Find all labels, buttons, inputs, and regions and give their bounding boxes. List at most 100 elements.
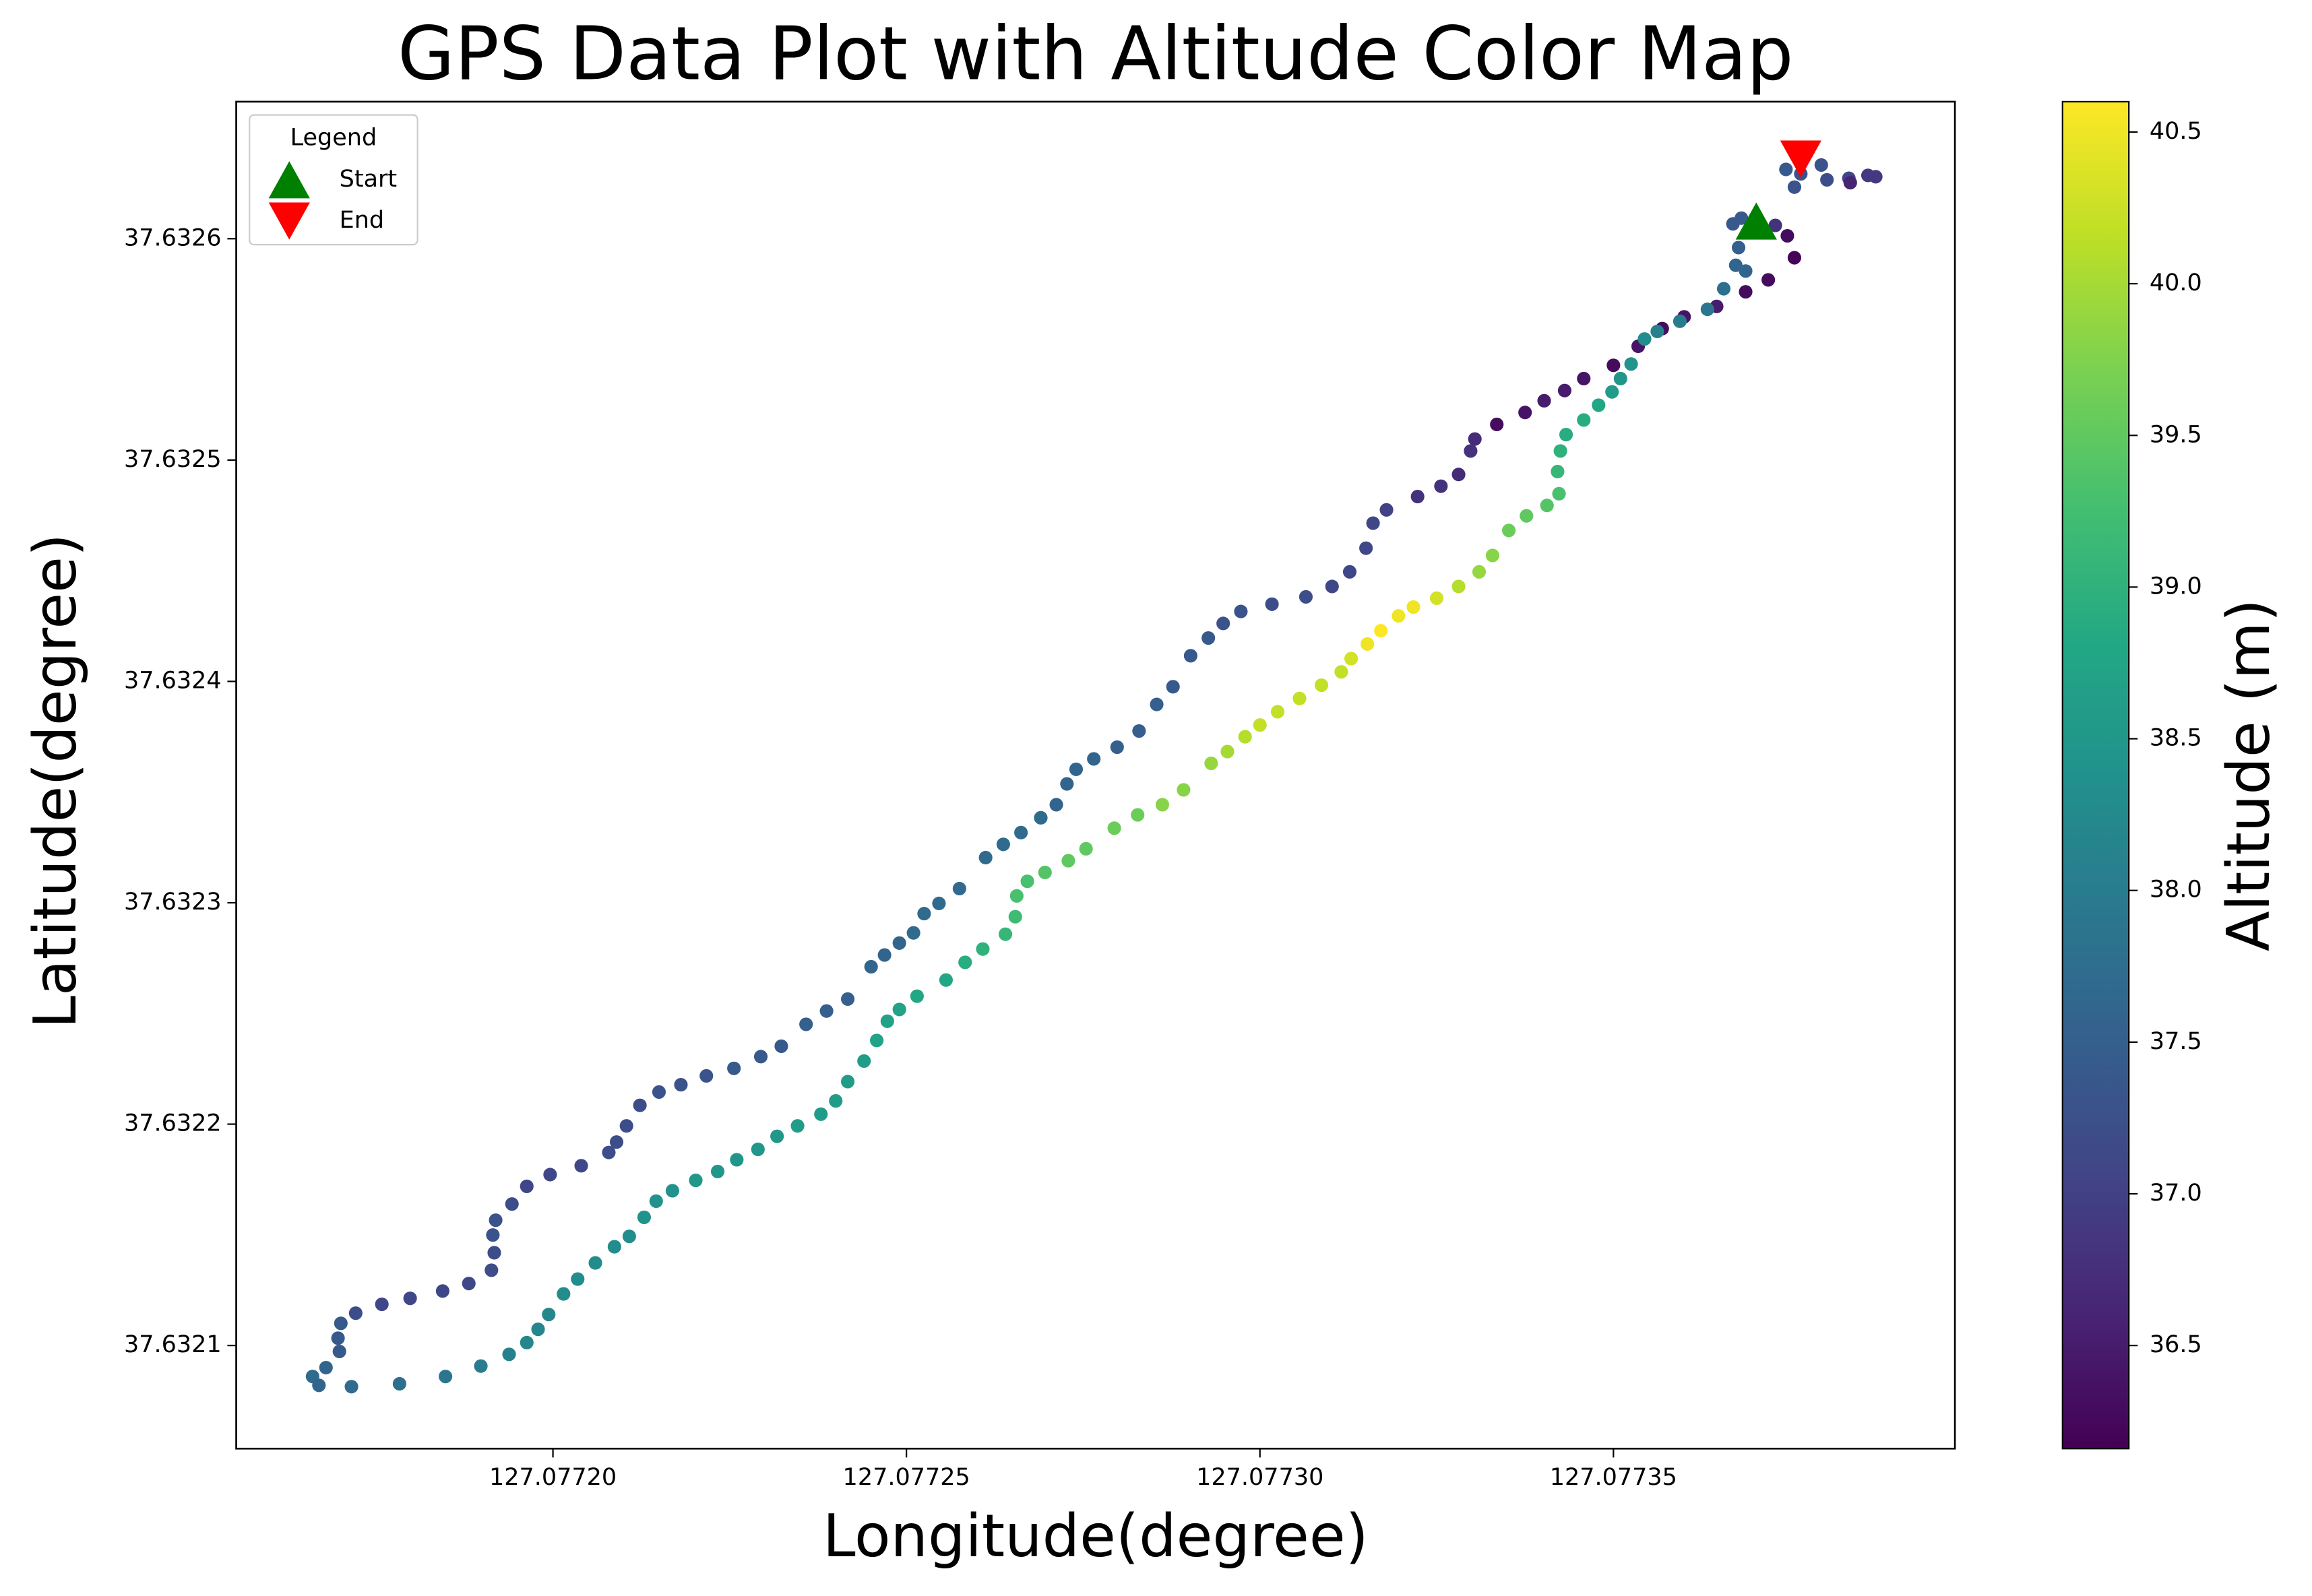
data-point — [520, 1335, 534, 1349]
data-point — [1429, 591, 1444, 605]
data-point — [1552, 486, 1566, 501]
data-point — [1049, 798, 1063, 812]
data-point — [1739, 264, 1753, 278]
data-point — [1787, 251, 1801, 265]
legend-label: Start — [340, 166, 397, 193]
y-tick-label: 37.6322 — [124, 1110, 222, 1137]
colorbar-tick-label: 38.5 — [2150, 725, 2202, 752]
legend-marker — [268, 161, 310, 199]
data-point — [1009, 889, 1024, 903]
data-point — [1079, 841, 1093, 856]
data-point — [1410, 490, 1425, 504]
data-point — [474, 1359, 488, 1373]
data-point — [1361, 637, 1375, 651]
data-point — [344, 1380, 358, 1394]
data-point — [841, 992, 855, 1007]
data-point — [1034, 810, 1048, 825]
data-point — [1220, 744, 1235, 759]
data-point — [1605, 385, 1619, 399]
data-point — [1735, 211, 1749, 225]
data-point — [331, 1331, 345, 1345]
data-point — [531, 1322, 545, 1337]
data-point — [1761, 273, 1776, 287]
data-point — [1270, 705, 1285, 719]
data-point — [1557, 383, 1572, 397]
x-tick-label: 127.07725 — [843, 1464, 970, 1491]
legend-title: Legend — [290, 125, 377, 152]
data-point — [841, 1075, 855, 1089]
y-tick-label: 37.6323 — [124, 889, 222, 916]
y-axis-label: Latitude(degree) — [21, 534, 90, 1029]
data-point — [607, 1240, 621, 1254]
data-point — [649, 1194, 663, 1208]
data-point — [1253, 718, 1267, 732]
data-point — [770, 1129, 784, 1143]
data-point — [485, 1263, 499, 1277]
data-point — [906, 926, 920, 940]
data-point — [622, 1230, 636, 1244]
colorbar-tick-label: 39.0 — [2150, 573, 2202, 600]
colorbar-tick-label: 39.5 — [2150, 421, 2202, 448]
data-point — [403, 1291, 417, 1306]
data-point — [910, 989, 924, 1003]
data-point — [829, 1094, 843, 1108]
data-point — [774, 1039, 788, 1053]
data-point — [1451, 579, 1466, 594]
data-point — [1779, 162, 1793, 177]
data-point — [1359, 541, 1373, 555]
data-point — [489, 1213, 503, 1227]
data-point — [976, 942, 990, 956]
data-point — [633, 1098, 647, 1112]
data-point — [1299, 589, 1313, 604]
data-point — [505, 1197, 519, 1211]
data-point — [958, 955, 972, 969]
data-point — [1501, 523, 1516, 538]
data-point — [1673, 314, 1687, 328]
data-point — [1342, 565, 1357, 579]
data-point — [710, 1164, 725, 1178]
y-tick-label: 37.6324 — [124, 667, 222, 694]
data-point — [1374, 624, 1388, 638]
marker-triangle-up — [1735, 202, 1777, 240]
colorbar-tick-label: 37.0 — [2150, 1180, 2202, 1207]
data-point — [1110, 740, 1124, 755]
data-point — [502, 1347, 516, 1362]
data-point — [1060, 777, 1074, 791]
data-point — [1155, 798, 1170, 812]
data-point — [520, 1179, 534, 1193]
data-point — [1061, 854, 1075, 868]
data-point — [814, 1107, 828, 1121]
data-point — [1559, 428, 1573, 442]
data-point — [699, 1068, 714, 1083]
data-point — [1869, 170, 1883, 184]
data-point — [1216, 616, 1230, 631]
data-point — [1177, 783, 1191, 797]
data-point — [1008, 909, 1022, 924]
plot-frame — [235, 100, 1956, 1450]
y-tick-label: 37.6321 — [124, 1331, 222, 1358]
data-point — [892, 1002, 906, 1017]
data-point — [619, 1119, 633, 1133]
data-point — [730, 1153, 744, 1167]
data-point — [1038, 865, 1052, 880]
data-point — [1107, 821, 1121, 835]
colorbar — [2061, 100, 2130, 1450]
data-point — [1238, 730, 1252, 744]
data-point — [1392, 609, 1406, 623]
data-point — [996, 837, 1010, 852]
data-point — [932, 896, 946, 911]
data-point — [1537, 393, 1551, 408]
data-point — [1406, 600, 1420, 614]
data-point — [978, 850, 993, 865]
data-point — [1814, 158, 1828, 172]
x-tick-label: 127.07720 — [489, 1464, 617, 1491]
data-point — [753, 1050, 768, 1064]
data-point — [1820, 172, 1834, 187]
data-point — [799, 1017, 813, 1031]
y-tick-label: 37.6325 — [124, 446, 222, 473]
data-point — [1606, 358, 1621, 373]
data-point — [665, 1184, 679, 1198]
data-point — [1468, 432, 1482, 446]
y-tick-label: 37.6326 — [124, 224, 222, 251]
